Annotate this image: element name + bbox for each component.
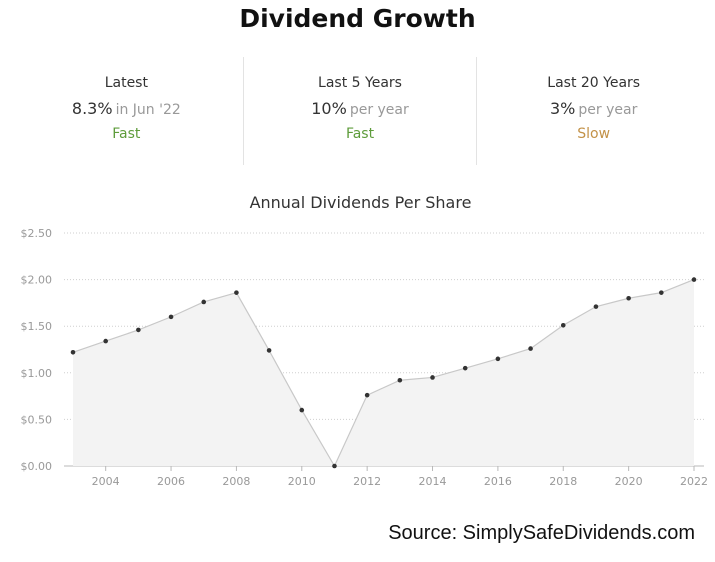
stat-value-line: 3% per year bbox=[477, 99, 710, 118]
x-tick-label: 2012 bbox=[353, 475, 381, 488]
page-title: Dividend Growth bbox=[239, 4, 476, 33]
stat-value: 3% bbox=[550, 99, 576, 118]
y-tick-label: $0.00 bbox=[21, 460, 53, 473]
data-point bbox=[495, 356, 501, 362]
y-tick-label: $0.50 bbox=[21, 413, 53, 426]
data-point bbox=[70, 349, 76, 355]
dividend-chart: $0.00 $0.50 $1.00 $1.50 $2.00 $2.50 2004 2006 20… bbox=[21, 227, 709, 488]
stat-unit: per year bbox=[578, 102, 638, 118]
stat-rating: Fast bbox=[112, 126, 141, 142]
stat-label: Last 5 Years bbox=[318, 75, 402, 91]
x-tick-label: 2008 bbox=[222, 475, 250, 488]
data-point bbox=[136, 327, 141, 333]
stat-value: 8.3% bbox=[71, 99, 113, 118]
stat-latest: Latest 8.3% in Jun '22 Fast bbox=[10, 57, 243, 165]
y-tick-label: $1.50 bbox=[21, 320, 53, 333]
y-tick-label: $2.50 bbox=[21, 227, 53, 240]
data-point bbox=[430, 375, 435, 380]
y-tick-label: $2.00 bbox=[21, 274, 53, 287]
x-tick-label: 2020 bbox=[615, 475, 643, 488]
stat-label: Latest bbox=[104, 75, 148, 91]
data-point bbox=[626, 295, 631, 301]
stat-rating: Fast bbox=[345, 126, 375, 142]
stat-value-line: 8.3% in Jun '22 bbox=[10, 99, 243, 118]
stat-5-years: Last 5 Years 10% per year Fast bbox=[242, 57, 477, 165]
y-tick-label: $1.00 bbox=[21, 367, 53, 380]
stat-unit: in Jun '22 bbox=[115, 102, 181, 118]
x-tick-label: 2010 bbox=[288, 475, 316, 488]
data-point bbox=[168, 314, 174, 320]
data-point bbox=[266, 348, 272, 353]
data-point bbox=[528, 346, 533, 351]
data-point bbox=[332, 463, 337, 469]
data-point bbox=[103, 338, 108, 344]
x-tick-label: 2006 bbox=[157, 475, 185, 488]
x-tick-label: 2004 bbox=[92, 475, 120, 488]
stats-row: Latest 8.3% in Jun '22 Fast Last 5 Years … bbox=[10, 57, 710, 165]
data-point bbox=[659, 290, 664, 295]
series-area bbox=[73, 279, 694, 466]
data-point bbox=[462, 365, 468, 371]
x-tick-label: 2016 bbox=[484, 475, 512, 488]
x-tick-label: 2014 bbox=[419, 475, 447, 488]
x-tick-label: 2022 bbox=[680, 475, 708, 488]
stat-rating: Slow bbox=[577, 126, 611, 142]
stat-value: 10% bbox=[311, 99, 347, 118]
data-point bbox=[593, 304, 599, 309]
stat-label: Last 20 Years bbox=[547, 75, 641, 91]
series-line bbox=[72, 279, 695, 468]
chart-title: Annual Dividends Per Share bbox=[249, 193, 472, 212]
source-credit: Source: SimplySafeDividends.com bbox=[388, 522, 695, 544]
stat-value-line: 10% per year bbox=[244, 99, 477, 118]
stat-20-years: Last 20 Years 3% per year Slow bbox=[476, 57, 710, 165]
data-point bbox=[201, 299, 207, 305]
data-point bbox=[560, 322, 566, 328]
x-tick-label: 2018 bbox=[549, 475, 577, 488]
data-point bbox=[299, 407, 305, 413]
data-point bbox=[397, 377, 403, 383]
data-point bbox=[234, 290, 239, 295]
data-point bbox=[364, 392, 370, 398]
data-point bbox=[691, 277, 697, 282]
stat-unit: per year bbox=[349, 102, 409, 118]
